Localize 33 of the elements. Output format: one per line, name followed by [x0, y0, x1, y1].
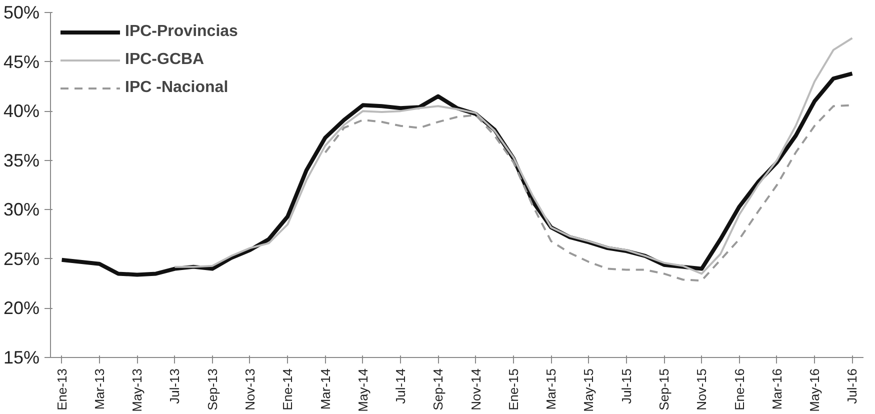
x-tick-label: Mar-16 [769, 368, 784, 410]
x-tick-label: Jul-15 [618, 368, 634, 404]
x-tick-label: Nov-14 [468, 368, 484, 410]
x-tick-label: Ene-13 [54, 368, 70, 410]
legend-label: IPC-Provincias [125, 23, 238, 41]
x-tick-label: Sep-13 [204, 368, 220, 410]
x-tick-label: Jul-14 [393, 368, 408, 404]
y-tick-label: 20% [3, 298, 40, 318]
x-tick-label: Sep-15 [656, 368, 672, 410]
x-tick-label: May-13 [130, 368, 145, 412]
y-tick-label: 50% [3, 2, 40, 22]
x-tick-label: May-16 [807, 368, 822, 412]
x-tick-label: Nov-13 [242, 368, 258, 410]
y-tick-label: 30% [3, 200, 40, 220]
x-tick-label: Sep-14 [430, 368, 446, 410]
x-tick-label: Nov-15 [694, 368, 710, 410]
y-tick-label: 25% [3, 248, 40, 269]
y-tick-label: 45% [3, 52, 40, 72]
y-tick-label: 40% [3, 101, 40, 122]
x-tick-label: Jul-16 [844, 368, 860, 404]
legend-label: IPC-GCBA [125, 51, 204, 69]
y-tick-label: 35% [3, 150, 40, 170]
x-tick-label: Ene-16 [732, 368, 747, 410]
x-tick-label: Mar-15 [544, 368, 559, 410]
x-tick-label: May-15 [581, 368, 596, 412]
x-tick-label: May-14 [355, 368, 370, 412]
x-tick-label: Ene-14 [280, 368, 296, 410]
legend-label: IPC -Nacional [125, 79, 228, 97]
x-tick-label: Jul-13 [167, 368, 182, 404]
y-tick-label: 15% [3, 348, 40, 368]
x-tick-label: Mar-13 [92, 368, 107, 410]
x-tick-label: Ene-15 [506, 368, 521, 410]
x-tick-label: Mar-14 [318, 368, 333, 410]
